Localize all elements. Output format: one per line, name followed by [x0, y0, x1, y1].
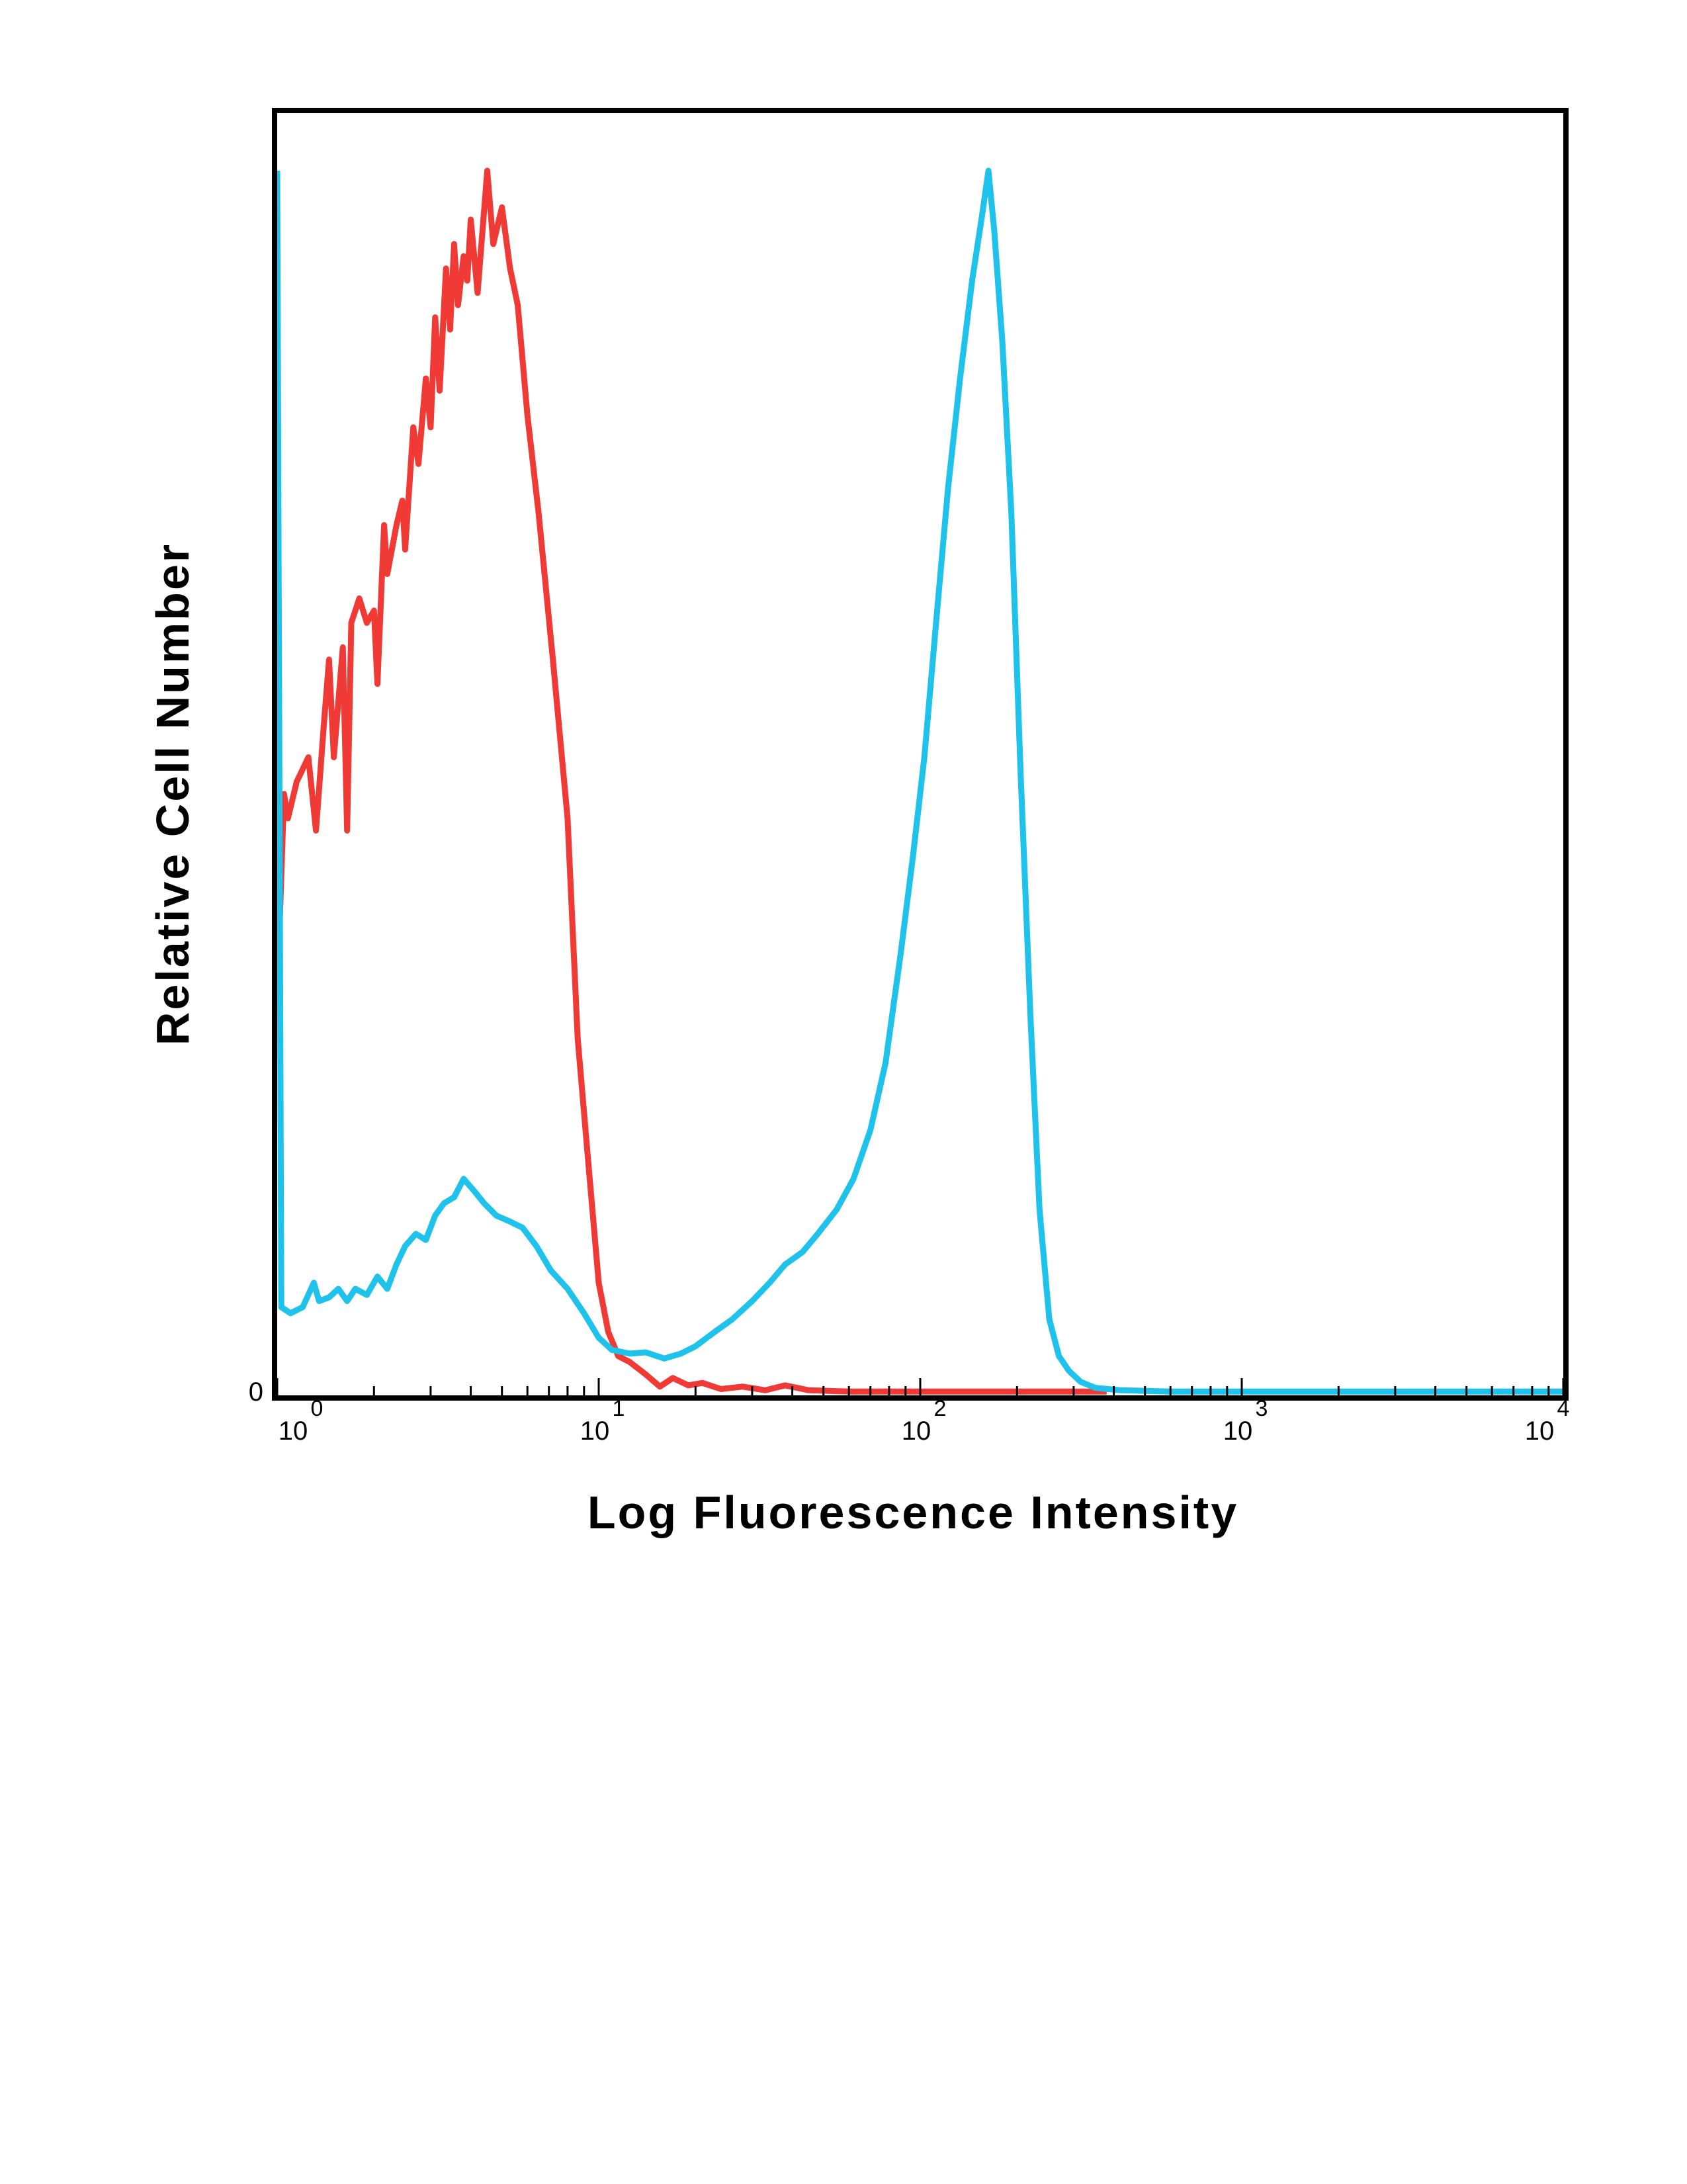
x-axis-label: Log Fluorescence Intensity	[587, 1487, 1238, 1538]
x-tick-label-base: 10	[902, 1417, 931, 1446]
y-axis-label: Relative Cell Number	[147, 543, 198, 1045]
x-tick-label-exponent: 1	[613, 1396, 625, 1421]
x-tick-label-exponent: 3	[1256, 1396, 1268, 1421]
y-tick-label: 0	[249, 1377, 263, 1407]
x-tick-label-exponent: 2	[934, 1396, 947, 1421]
x-tick-label-base: 10	[580, 1417, 610, 1446]
x-tick-label-base: 10	[1223, 1417, 1253, 1446]
series-line-2	[274, 167, 1563, 1395]
x-tick-label-exponent: 4	[1557, 1396, 1570, 1421]
series-layer	[274, 167, 1563, 1395]
x-tick-label-exponent: 0	[311, 1396, 324, 1421]
x-tick-label-base: 10	[279, 1417, 308, 1446]
y-tick-labels: 0	[249, 1377, 263, 1407]
plot-frame	[272, 108, 1569, 1401]
x-tick-label-base: 10	[1525, 1417, 1555, 1446]
series-line-1	[277, 167, 1107, 1395]
